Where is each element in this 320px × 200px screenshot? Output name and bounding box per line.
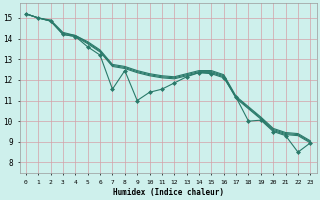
X-axis label: Humidex (Indice chaleur): Humidex (Indice chaleur) — [113, 188, 224, 197]
